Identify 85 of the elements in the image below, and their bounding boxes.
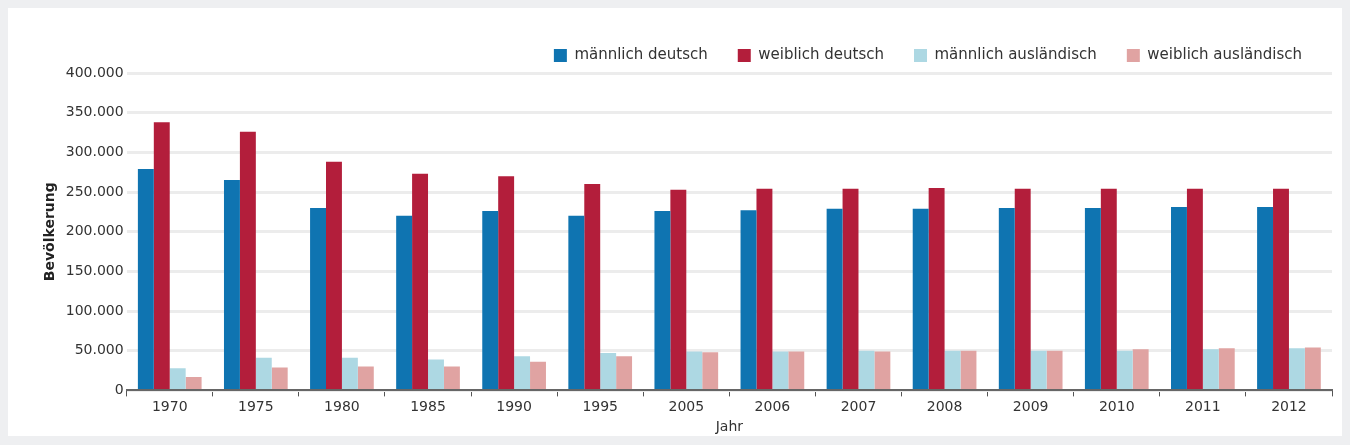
legend-label: männlich deutsch: [574, 45, 708, 64]
bar: [396, 215, 413, 389]
bar: [1171, 207, 1187, 389]
legend-label: männlich ausländisch: [934, 45, 1097, 64]
bar: [1288, 348, 1305, 389]
bar: [826, 208, 843, 389]
bar: [670, 189, 687, 389]
bar: [443, 366, 460, 389]
y-tick-label: 0: [114, 381, 124, 398]
legend-label: weiblich ausländisch: [1147, 45, 1303, 64]
bar: [1304, 347, 1321, 389]
bar: [842, 188, 859, 389]
bar: [428, 359, 444, 389]
x-tick-label: 1985: [410, 398, 446, 415]
bar: [255, 357, 272, 389]
bar: [514, 356, 531, 389]
bar: [1030, 350, 1047, 389]
bar: [1218, 348, 1235, 389]
bar: [1014, 188, 1031, 389]
bar: [498, 176, 515, 389]
bar: [874, 351, 891, 389]
bar: [772, 351, 789, 389]
y-tick-label: 100.000: [65, 301, 124, 318]
x-tick-label: 1995: [582, 398, 619, 415]
x-tick-label: 2008: [926, 398, 963, 415]
x-tick-label: 1980: [324, 398, 360, 415]
bar: [310, 207, 326, 389]
bar: [185, 376, 202, 389]
x-tick-label: 2009: [1012, 398, 1049, 415]
bar: [153, 122, 170, 389]
bar: [271, 367, 288, 389]
bar: [858, 350, 875, 389]
bar: [702, 352, 719, 389]
x-tick-label: 1970: [151, 398, 188, 415]
bar: [169, 368, 186, 389]
bar: [1116, 350, 1133, 389]
bar: [1132, 349, 1149, 389]
bar: [1084, 207, 1101, 389]
y-tick-label: 350.000: [65, 103, 124, 120]
bar: [654, 211, 671, 389]
bar: [1186, 188, 1203, 389]
y-tick-label: 50.000: [74, 341, 124, 358]
bar: [326, 161, 342, 389]
x-tick-label: 1990: [496, 398, 532, 415]
x-tick-label: 2007: [840, 398, 877, 415]
y-tick-label: 300.000: [65, 142, 124, 159]
bar: [137, 169, 154, 389]
bar: [482, 211, 499, 389]
x-tick-label: 2005: [668, 398, 705, 415]
legend-label: weiblich deutsch: [758, 45, 885, 64]
x-tick-label: 2011: [1185, 398, 1221, 415]
x-axis-title: Jahr: [714, 418, 744, 435]
bar: [960, 350, 977, 389]
x-tick-label: 2010: [1098, 398, 1135, 415]
bar: [568, 215, 585, 389]
bar: [1273, 188, 1289, 389]
bar: [239, 131, 256, 389]
y-tick-label: 150.000: [65, 262, 124, 279]
bar: [341, 357, 358, 389]
bar: [530, 361, 546, 389]
bar: [998, 207, 1015, 389]
y-tick-label: 200.000: [65, 222, 124, 239]
x-tick-label: 2012: [1271, 398, 1307, 415]
bar: [1100, 188, 1117, 389]
x-tick-label: 1975: [238, 398, 274, 415]
bar: [412, 173, 429, 389]
bar: [1046, 350, 1063, 389]
bar: [928, 188, 945, 389]
bar: [616, 356, 633, 389]
x-tick-label: 2006: [754, 398, 791, 415]
bar: [1257, 207, 1274, 389]
bar: [740, 210, 757, 389]
bar: [600, 353, 617, 389]
bar: [756, 188, 773, 389]
bar: [223, 180, 240, 389]
bar: [357, 366, 374, 389]
bar: [788, 351, 805, 389]
y-tick-label: 250.000: [65, 182, 124, 199]
bar: [584, 184, 601, 389]
bar: [1202, 349, 1219, 389]
bar: [944, 350, 961, 389]
y-axis-title: Bevölkerung: [41, 182, 58, 282]
y-tick-label: 400.000: [65, 63, 124, 80]
bar: [912, 208, 929, 389]
bar: [686, 351, 703, 389]
